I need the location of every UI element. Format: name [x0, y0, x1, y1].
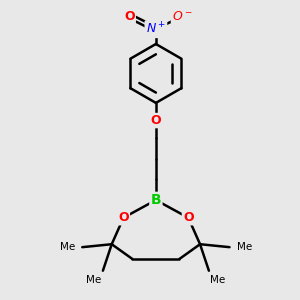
Text: $N^+$: $N^+$ — [146, 22, 166, 37]
Text: Me: Me — [86, 274, 102, 285]
Text: O: O — [183, 211, 194, 224]
Text: O: O — [151, 114, 161, 127]
Text: B: B — [151, 193, 161, 207]
Text: Me: Me — [60, 242, 75, 252]
Text: Me: Me — [210, 274, 225, 285]
Text: Me: Me — [237, 242, 252, 252]
Text: O: O — [118, 211, 129, 224]
Text: $O^-$: $O^-$ — [172, 10, 193, 22]
Text: O: O — [124, 10, 135, 22]
